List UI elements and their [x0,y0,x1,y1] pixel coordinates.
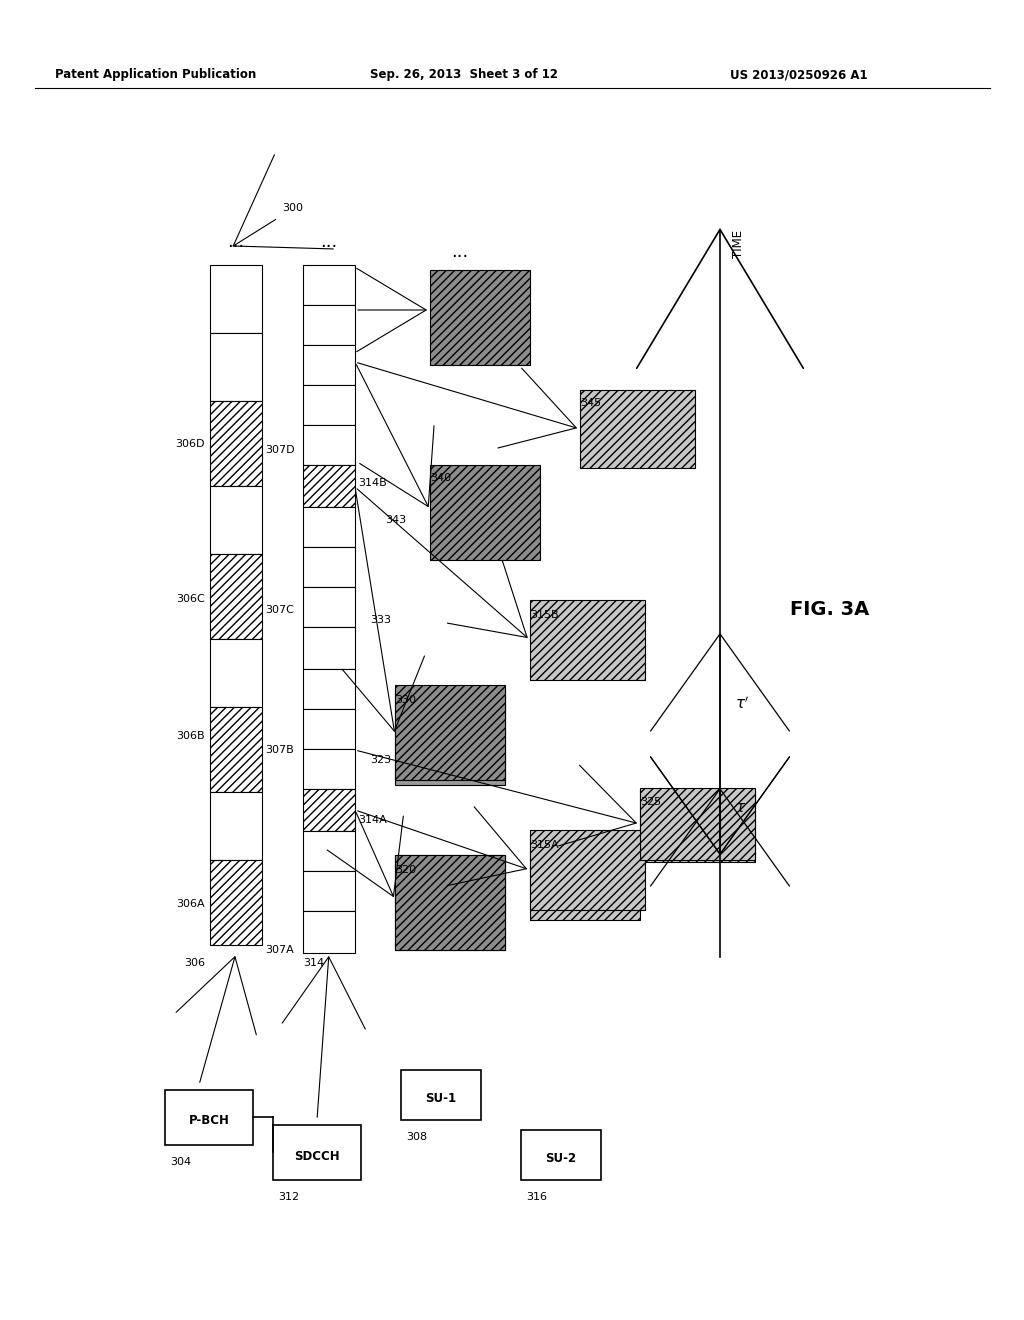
Bar [530,836,640,920]
Text: SDCCH: SDCCH [294,1150,340,1163]
Text: 315A: 315A [530,840,559,850]
Text: FIG. 3A: FIG. 3A [790,601,869,619]
Bar [303,465,355,507]
Bar [210,639,262,708]
Text: 307C: 307C [265,605,294,615]
Bar [303,871,355,911]
Text: ···: ··· [227,238,245,256]
Text: SU-2: SU-2 [546,1152,577,1166]
Bar [165,1090,253,1144]
Bar [210,486,262,554]
Text: 343: 343 [385,515,407,525]
Bar [303,911,355,953]
Bar [210,554,262,639]
Bar [430,271,530,366]
Bar [303,627,355,669]
Text: Patent Application Publication: Patent Application Publication [55,69,256,81]
Text: ···: ··· [321,238,338,256]
Bar [521,1130,601,1180]
Bar [395,855,505,950]
Bar [303,546,355,587]
Text: 300: 300 [282,203,303,213]
Bar [580,389,695,469]
Bar [303,385,355,425]
Text: 314B: 314B [358,478,387,488]
Bar [303,265,355,305]
Text: 306B: 306B [176,731,205,741]
Text: 345: 345 [580,399,601,408]
Bar [303,669,355,709]
Text: Sep. 26, 2013  Sheet 3 of 12: Sep. 26, 2013 Sheet 3 of 12 [370,69,558,81]
Bar [640,789,755,862]
Bar [530,601,645,680]
Text: P-BCH: P-BCH [188,1114,229,1127]
Bar [303,425,355,465]
Text: 315B: 315B [530,610,559,620]
Text: 314: 314 [303,958,325,968]
Bar [303,587,355,627]
Text: 323: 323 [370,755,391,766]
Text: 306A: 306A [176,899,205,909]
Bar [401,1071,481,1119]
Bar [395,685,505,780]
Bar [530,830,645,909]
Text: 308: 308 [406,1133,427,1142]
Bar [395,690,505,785]
Text: 306: 306 [184,958,205,968]
Bar [210,708,262,792]
Text: 304: 304 [170,1158,191,1167]
Bar [273,1125,361,1180]
Bar [303,507,355,546]
Text: $\tau'$: $\tau'$ [735,696,750,711]
Text: 306C: 306C [176,594,205,605]
Bar [303,748,355,789]
Text: 333: 333 [370,615,391,624]
Text: 306D: 306D [175,440,205,449]
Text: $\tau$: $\tau$ [735,800,746,814]
Text: 325: 325 [640,797,662,807]
Text: 312: 312 [278,1192,299,1203]
Text: 307B: 307B [265,744,294,755]
Text: 307D: 307D [265,445,295,455]
Bar [395,855,505,950]
Bar [303,709,355,748]
Bar [303,832,355,871]
Bar [210,333,262,401]
Text: 307A: 307A [265,945,294,954]
Text: SU-1: SU-1 [425,1093,457,1106]
Bar [210,265,262,333]
Text: 314A: 314A [358,814,387,825]
Bar [303,789,355,832]
Bar [303,345,355,385]
Bar [210,861,262,945]
Text: 320: 320 [395,865,416,875]
Text: TIME: TIME [732,230,745,259]
Text: 340: 340 [430,473,452,483]
Text: ···: ··· [452,248,469,267]
Bar [640,788,755,861]
Bar [210,401,262,486]
Bar [210,792,262,861]
Text: US 2013/0250926 A1: US 2013/0250926 A1 [730,69,867,81]
Text: 330: 330 [395,696,416,705]
Bar [430,465,540,560]
Bar [303,305,355,345]
Text: 316: 316 [526,1192,547,1203]
